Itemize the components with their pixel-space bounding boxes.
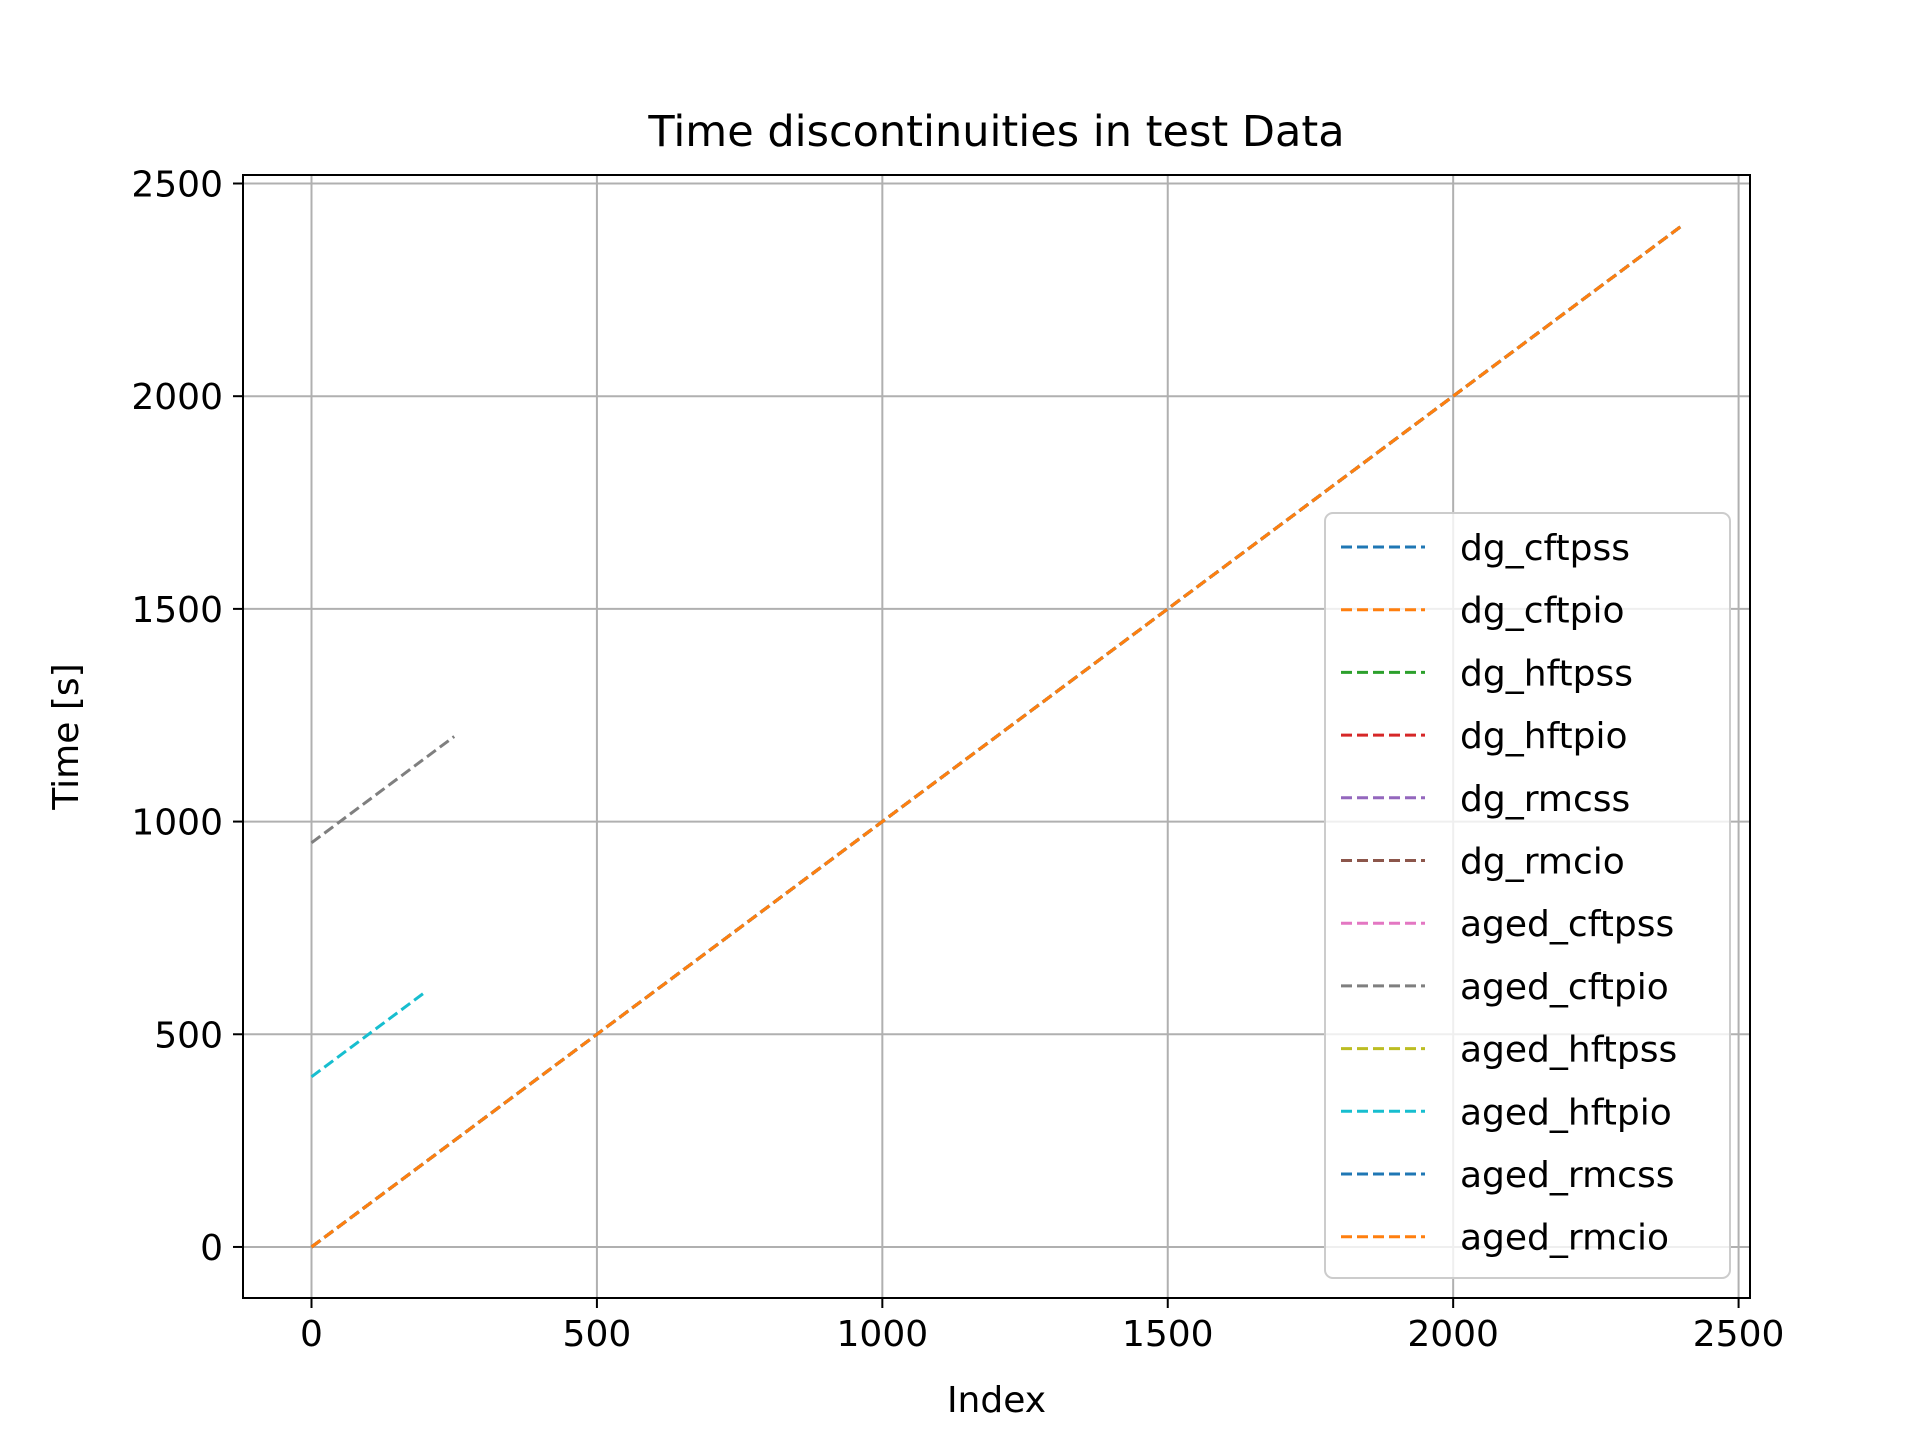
series-line-aged_rmcio: [310, 224, 1683, 1249]
y-tick-label: 1500: [131, 590, 223, 631]
x-tick-label: 2500: [1693, 1314, 1785, 1355]
tick-layer: 0 500 1000 1500 2000 2500 0 500 1000 1500 2000 2500: [131, 165, 1784, 1355]
x-tick-label: 2000: [1407, 1314, 1499, 1355]
y-tick-label: 500: [154, 1015, 223, 1056]
legend-label: dg_cftpss: [1460, 528, 1630, 569]
plot-frame: [242, 174, 1751, 1299]
legend-label: aged_rmcss: [1460, 1155, 1674, 1196]
y-tick-label: 1000: [131, 803, 223, 844]
legend-label: aged_cftpio: [1460, 967, 1669, 1008]
legend-label: aged_hftpss: [1460, 1030, 1677, 1071]
series-line-aged_cftpio: [310, 735, 456, 845]
legend-label: aged_cftpss: [1460, 904, 1674, 945]
series-layer: [310, 224, 1683, 1249]
legend-label: dg_hftpss: [1460, 653, 1633, 694]
x-axis-title: Index: [947, 1380, 1046, 1421]
series-line-aged_hftpio: [310, 990, 427, 1079]
y-tick-label: 2500: [131, 165, 223, 206]
legend-label: dg_rmcio: [1460, 842, 1625, 883]
y-tick-label: 0: [200, 1228, 223, 1269]
legend-label: dg_cftpio: [1460, 591, 1625, 632]
legend-box: [1324, 512, 1731, 1279]
x-tick-label: 1500: [1122, 1314, 1214, 1355]
x-tick-label: 0: [300, 1314, 323, 1355]
legend-label: aged_hftpio: [1460, 1092, 1672, 1133]
legend-label: dg_rmcss: [1460, 779, 1630, 820]
y-tick-label: 2000: [131, 377, 223, 418]
y-axis-title: Time [s]: [46, 663, 87, 810]
chart-title: Time discontinuities in test Data: [647, 107, 1344, 157]
legend-label: dg_hftpio: [1460, 716, 1628, 757]
legend: dg_cftpss dg_cftpio dg_hftpss dg_hftpio dg_r…: [1324, 512, 1731, 1279]
x-tick-label: 1000: [837, 1314, 929, 1355]
legend-label: aged_rmcio: [1460, 1218, 1669, 1259]
x-tick-label: 500: [563, 1314, 632, 1355]
